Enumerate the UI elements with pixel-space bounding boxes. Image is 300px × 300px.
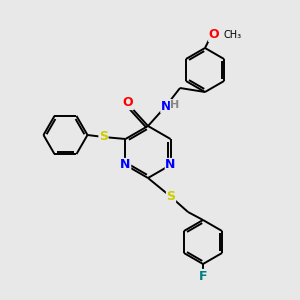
Text: N: N [161, 100, 171, 112]
Text: O: O [209, 28, 219, 41]
Text: O: O [123, 97, 133, 110]
Text: CH₃: CH₃ [223, 30, 241, 40]
Text: S: S [99, 130, 108, 143]
Text: F: F [199, 269, 207, 283]
Text: S: S [167, 190, 176, 203]
Text: N: N [120, 158, 131, 172]
Text: N: N [165, 158, 176, 172]
Text: H: H [170, 100, 180, 110]
